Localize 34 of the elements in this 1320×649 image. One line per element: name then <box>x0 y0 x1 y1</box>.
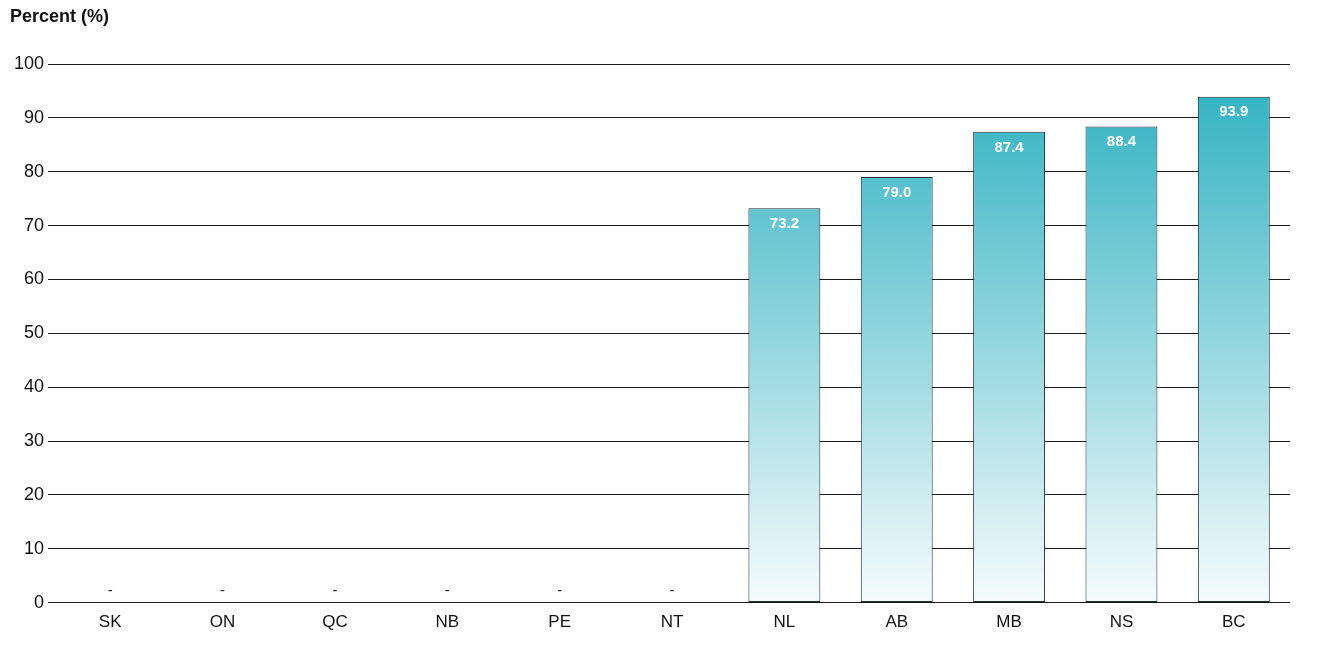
text: - <box>669 581 675 599</box>
y-tick-label: 90 <box>24 106 45 127</box>
text: - <box>107 581 113 599</box>
y-tick-label: 0 <box>34 591 45 612</box>
x-tick-label: ON <box>209 612 236 632</box>
y-tick-label: 80 <box>24 160 45 181</box>
text: - <box>444 581 450 599</box>
y-tick-label: 20 <box>24 483 45 504</box>
x-tick-label: NB <box>435 612 460 632</box>
text: - <box>332 581 338 599</box>
y-tick-label: 70 <box>24 214 45 235</box>
x-tick-label: QC <box>322 612 348 632</box>
data-label: 79.0 <box>882 182 912 200</box>
y-tick-label: 50 <box>24 322 45 343</box>
y-tick-label: 30 <box>24 429 45 450</box>
x-tick-label: PE <box>548 612 571 632</box>
x-tick-label: NS <box>1109 612 1134 632</box>
y-tick-label: 100 <box>13 52 45 73</box>
x-tick-label: AB <box>885 612 909 632</box>
x-tick-label: NT <box>660 612 684 632</box>
y-axis-title: Percent (%) <box>10 5 110 26</box>
y-tick-label: 10 <box>24 537 45 558</box>
x-tick-label: MB <box>996 612 1022 632</box>
data-label: 87.4 <box>994 137 1025 155</box>
data-label: 73.2 <box>769 213 799 231</box>
data-label: 93.9 <box>1219 102 1249 120</box>
text: - <box>220 581 226 599</box>
x-tick-label: SK <box>98 612 123 632</box>
y-tick-label: 40 <box>24 376 45 397</box>
text: - <box>557 581 563 599</box>
y-tick-label: 60 <box>24 268 45 289</box>
x-tick-label: BC <box>1222 612 1246 632</box>
x-tick-label: NL <box>773 612 796 632</box>
data-label: 88.4 <box>1106 132 1137 150</box>
